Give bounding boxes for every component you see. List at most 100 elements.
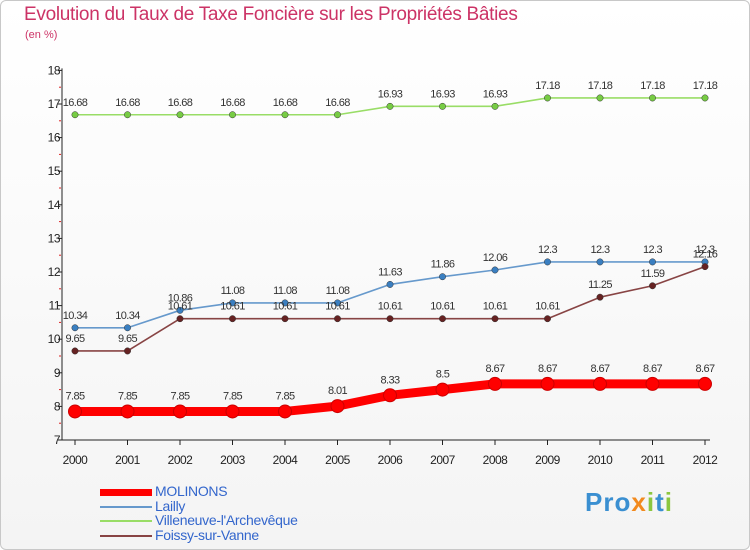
data-label-lailly: 12.3 xyxy=(695,244,714,256)
logo-letter: P xyxy=(585,487,604,517)
data-point-molinons xyxy=(383,388,397,403)
data-label-lailly: 10.86 xyxy=(168,292,193,304)
data-label-foissy-sur-vanne: 10.61 xyxy=(273,301,298,313)
data-point-foissy-sur-vanne xyxy=(334,315,341,323)
data-label-lailly: 11.08 xyxy=(273,285,297,297)
data-label-molinons: 7.85 xyxy=(118,390,137,402)
data-point-lailly xyxy=(176,306,184,314)
data-point-foissy-sur-vanne xyxy=(596,293,604,301)
y-tick-label: 14 xyxy=(48,198,61,212)
x-tick-label: 2000 xyxy=(63,453,89,467)
data-label-foissy-sur-vanne: 10.61 xyxy=(220,301,245,313)
data-label-foissy-sur-vanne: 10.61 xyxy=(535,301,560,313)
data-label-villeneuve-l-archev-que: 16.68 xyxy=(115,97,140,109)
data-label-foissy-sur-vanne: 10.61 xyxy=(168,301,193,313)
data-point-foissy-sur-vanne xyxy=(71,347,79,355)
data-label-villeneuve-l-archev-que: 16.93 xyxy=(378,88,403,100)
data-point-molinons xyxy=(120,404,135,419)
data-point-foissy-sur-vanne xyxy=(124,347,131,355)
logo-letter: r xyxy=(603,487,615,517)
data-point-foissy-sur-vanne xyxy=(281,315,289,323)
x-tick-label: 2007 xyxy=(430,453,456,467)
data-label-lailly: 12.3 xyxy=(643,244,662,256)
data-point-villeneuve-l-archev-que xyxy=(649,94,656,102)
x-tick-label: 2010 xyxy=(588,453,614,467)
data-point-lailly xyxy=(334,299,341,307)
y-tick-label: 15 xyxy=(48,164,61,178)
data-label-villeneuve-l-archev-que: 17.18 xyxy=(535,80,560,92)
data-label-villeneuve-l-archev-que: 16.93 xyxy=(430,88,455,100)
data-label-lailly: 10.34 xyxy=(115,310,140,322)
data-label-villeneuve-l-archev-que: 17.18 xyxy=(693,80,718,92)
data-point-foissy-sur-vanne xyxy=(701,263,709,271)
data-label-lailly: 11.86 xyxy=(431,259,455,271)
data-point-villeneuve-l-archev-que xyxy=(544,94,551,102)
logo-letter: x xyxy=(631,487,647,517)
data-label-lailly: 11.08 xyxy=(221,285,245,297)
x-tick-label: 2008 xyxy=(483,453,509,467)
x-tick-label: 2003 xyxy=(220,453,246,467)
data-label-lailly: 11.63 xyxy=(378,266,402,278)
data-point-foissy-sur-vanne xyxy=(386,315,394,323)
data-point-molinons xyxy=(698,376,712,391)
data-label-molinons: 8.67 xyxy=(695,363,714,375)
data-label-molinons: 7.85 xyxy=(65,390,84,402)
data-label-foissy-sur-vanne: 9.65 xyxy=(118,333,137,345)
proxiti-logo: Proxiti xyxy=(585,487,673,518)
data-label-molinons: 7.85 xyxy=(170,390,189,402)
logo-letter: i xyxy=(664,487,673,517)
legend-label: Lailly xyxy=(155,497,186,514)
data-point-molinons xyxy=(68,404,82,419)
data-label-foissy-sur-vanne: 10.61 xyxy=(325,301,350,313)
data-point-lailly xyxy=(491,266,499,274)
data-label-villeneuve-l-archev-que: 17.18 xyxy=(640,80,665,92)
data-point-villeneuve-l-archev-que xyxy=(334,111,341,119)
data-point-lailly xyxy=(229,299,236,307)
legend-label: Villeneuve-l'Archevêque xyxy=(155,512,298,528)
data-point-foissy-sur-vanne xyxy=(439,315,446,323)
legend-swatch xyxy=(100,505,152,508)
data-point-molinons xyxy=(225,404,240,419)
data-label-lailly: 12.06 xyxy=(483,252,508,264)
data-point-villeneuve-l-archev-que xyxy=(176,111,184,119)
data-point-foissy-sur-vanne xyxy=(229,315,236,323)
data-point-villeneuve-l-archev-que xyxy=(124,111,131,119)
chart-title: Evolution du Taux de Taxe Foncière sur l… xyxy=(24,4,518,25)
data-point-lailly xyxy=(71,324,79,332)
y-tick-label: 8 xyxy=(54,399,61,413)
data-point-villeneuve-l-archev-que xyxy=(71,111,79,119)
data-point-lailly xyxy=(281,299,289,307)
data-label-molinons: 8.67 xyxy=(485,363,504,375)
y-tick-label: 12 xyxy=(48,265,61,279)
data-point-foissy-sur-vanne xyxy=(491,315,499,323)
data-label-villeneuve-l-archev-que: 16.68 xyxy=(63,97,88,109)
data-label-foissy-sur-vanne: 10.61 xyxy=(430,301,455,313)
data-label-molinons: 8.5 xyxy=(436,369,450,381)
data-label-molinons: 8.67 xyxy=(538,363,557,375)
legend-swatch xyxy=(100,489,152,496)
data-point-molinons xyxy=(593,376,607,391)
data-point-villeneuve-l-archev-que xyxy=(281,111,289,119)
data-label-molinons: 8.33 xyxy=(380,374,399,386)
data-label-foissy-sur-vanne: 12.16 xyxy=(693,249,718,261)
logo-letter: t xyxy=(655,487,665,517)
x-tick-label: 2012 xyxy=(693,453,719,467)
data-point-lailly xyxy=(439,273,446,281)
data-point-molinons xyxy=(488,376,502,391)
data-label-molinons: 7.85 xyxy=(223,390,242,402)
data-label-foissy-sur-vanne: 10.61 xyxy=(483,301,508,313)
data-point-molinons xyxy=(435,382,450,397)
data-point-lailly xyxy=(124,324,131,332)
data-point-lailly xyxy=(649,258,656,266)
data-label-villeneuve-l-archev-que: 16.68 xyxy=(325,97,350,109)
data-label-lailly: 12.3 xyxy=(590,244,609,256)
data-label-molinons: 8.67 xyxy=(643,363,662,375)
data-point-villeneuve-l-archev-que xyxy=(229,111,236,119)
data-label-molinons: 8.67 xyxy=(590,363,609,375)
legend-swatch xyxy=(100,520,152,522)
data-point-villeneuve-l-archev-que xyxy=(701,94,709,102)
data-point-villeneuve-l-archev-que xyxy=(596,94,604,102)
data-point-lailly xyxy=(596,258,604,266)
data-point-foissy-sur-vanne xyxy=(176,315,184,323)
